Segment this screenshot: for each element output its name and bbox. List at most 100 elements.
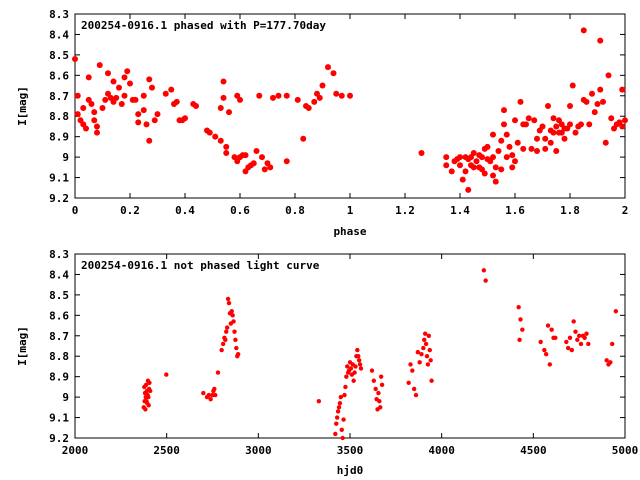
y-tick-label: 9 <box>62 151 69 164</box>
data-point <box>538 339 543 345</box>
data-point <box>338 92 345 99</box>
data-point <box>99 105 106 112</box>
data-point <box>490 131 496 138</box>
data-point <box>336 405 342 410</box>
y-tick-label: 8.5 <box>49 49 69 62</box>
data-point <box>162 90 169 97</box>
data-point <box>121 74 128 81</box>
data-point <box>459 176 466 183</box>
data-point <box>378 405 383 410</box>
data-point <box>88 100 95 107</box>
data-point <box>528 145 535 152</box>
y-tick-label: 9 <box>62 391 69 404</box>
data-point <box>443 162 450 169</box>
data-point <box>325 64 331 71</box>
data-point <box>517 98 524 105</box>
data-point <box>542 347 547 353</box>
data-point <box>608 360 613 365</box>
phased-points <box>72 27 628 193</box>
data-point <box>408 362 413 367</box>
data-point <box>422 331 428 336</box>
data-point <box>428 358 433 363</box>
data-point <box>121 92 128 99</box>
data-point <box>343 384 348 390</box>
data-point <box>334 421 339 426</box>
x-tick-label: 2 <box>622 204 629 217</box>
unphased-panel: 2000 2500 3000 3500 4000 4500 5000 8.3 8.4 8.5 8.6… <box>16 248 638 477</box>
data-point <box>550 129 557 136</box>
data-point <box>267 164 274 171</box>
phased-x-axis-label: phase <box>333 225 366 238</box>
data-point <box>213 392 218 398</box>
data-point <box>609 341 615 347</box>
data-point <box>253 147 260 154</box>
data-point <box>212 386 217 392</box>
data-point <box>523 121 529 128</box>
data-point <box>377 399 382 404</box>
data-point <box>337 401 343 406</box>
data-point <box>429 378 434 383</box>
x-tick-label: 0 <box>72 204 79 217</box>
data-point <box>583 98 590 105</box>
data-point <box>232 329 237 334</box>
data-point <box>584 331 589 336</box>
data-point <box>531 117 538 124</box>
x-tick-label: 2500 <box>153 444 180 457</box>
data-point <box>550 115 557 122</box>
data-point <box>225 296 231 302</box>
data-point <box>495 147 502 154</box>
data-point <box>516 304 521 310</box>
data-point <box>561 135 568 142</box>
y-tick-label: 8.6 <box>49 309 69 322</box>
data-point <box>333 90 340 97</box>
data-point <box>534 135 540 142</box>
data-point <box>594 100 601 107</box>
y-tick-label: 8.9 <box>49 131 69 144</box>
data-point <box>173 98 180 105</box>
data-point <box>74 92 81 99</box>
data-point <box>406 380 411 385</box>
data-point <box>340 435 345 441</box>
data-point <box>353 364 358 369</box>
data-point <box>376 390 381 396</box>
data-point <box>259 154 265 161</box>
data-point <box>481 268 487 273</box>
data-point <box>102 96 109 103</box>
y-tick-label: 8.4 <box>49 268 69 281</box>
data-point <box>333 431 338 437</box>
data-point <box>226 109 232 116</box>
data-point <box>127 80 133 87</box>
data-point <box>509 164 516 171</box>
y-tick-label: 9.1 <box>49 412 69 425</box>
data-point <box>591 109 598 116</box>
x-tick-label: 3500 <box>337 444 364 457</box>
x-tick-label: 5000 <box>612 444 639 457</box>
x-tick-label: 0.2 <box>120 204 140 217</box>
data-point <box>501 121 507 128</box>
data-point <box>443 154 450 161</box>
unphased-chart-title: 200254-0916.1 not phased light curve <box>81 259 320 272</box>
data-point <box>567 335 573 341</box>
data-point <box>229 309 234 314</box>
data-point <box>164 372 169 377</box>
data-point <box>143 407 148 412</box>
y-tick-label: 9.2 <box>49 432 69 445</box>
x-tick-label: 2000 <box>62 444 89 457</box>
data-point <box>427 347 432 353</box>
data-point <box>448 168 455 175</box>
data-point <box>352 370 357 375</box>
data-point <box>517 337 522 343</box>
phased-tick-marks <box>75 14 625 198</box>
x-tick-label: 1 <box>347 204 354 217</box>
data-point <box>94 123 100 130</box>
phased-y-axis-label: I[mag] <box>16 86 29 126</box>
data-point <box>465 186 472 193</box>
data-point <box>490 154 496 161</box>
unphased-tick-marks <box>75 254 625 438</box>
data-point <box>573 329 578 334</box>
data-point <box>223 143 230 150</box>
y-tick-label: 8.7 <box>49 330 69 343</box>
x-tick-label: 3000 <box>245 444 272 457</box>
phased-plot-frame <box>74 13 626 199</box>
